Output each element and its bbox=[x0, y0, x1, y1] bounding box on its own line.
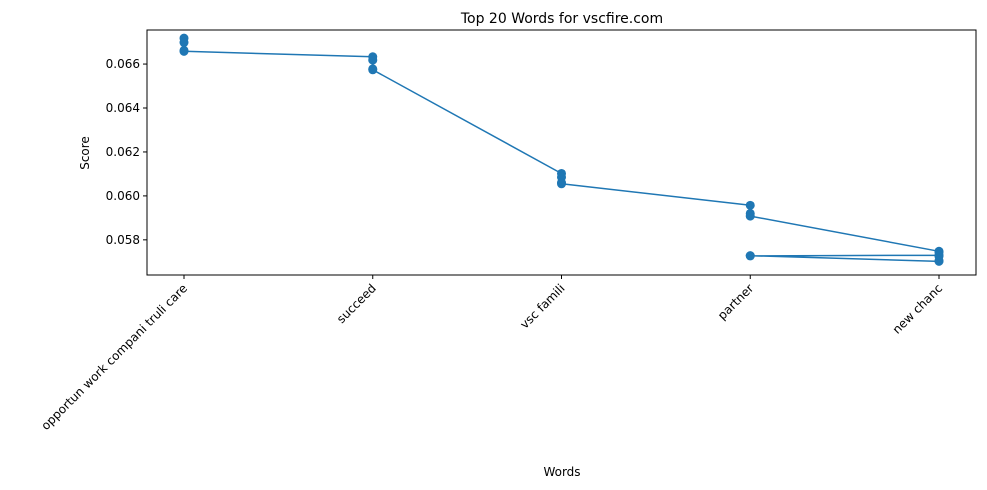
data-point bbox=[745, 251, 755, 261]
data-point bbox=[557, 179, 566, 189]
data-point bbox=[368, 55, 378, 65]
data-point bbox=[179, 46, 189, 56]
data-point bbox=[934, 256, 944, 266]
data-point bbox=[745, 200, 755, 210]
x-tick-label: new chanc bbox=[890, 281, 945, 336]
y-axis: 0.058 0.060 0.062 0.064 0.066 bbox=[106, 57, 147, 247]
x-tick-label: partner bbox=[715, 281, 756, 322]
data-point bbox=[368, 65, 378, 75]
x-axis: opportun work compani truli care succeed v… bbox=[38, 275, 945, 433]
x-tick-label: vsc famili bbox=[517, 281, 567, 331]
y-tick-label: 0.064 bbox=[106, 101, 140, 115]
y-axis-label: Score bbox=[78, 136, 92, 170]
y-tick-label: 0.058 bbox=[106, 233, 140, 247]
data-point bbox=[745, 211, 755, 221]
x-tick-label: succeed bbox=[334, 281, 379, 326]
series bbox=[179, 33, 944, 266]
y-tick-label: 0.066 bbox=[106, 57, 140, 71]
plot-area bbox=[146, 29, 977, 276]
x-axis-label: Words bbox=[543, 465, 580, 479]
data-point bbox=[934, 250, 944, 260]
chart-title: Top 20 Words for vscfire.com bbox=[460, 11, 663, 27]
x-tick-label: opportun work compani truli care bbox=[38, 281, 190, 433]
y-tick-label: 0.062 bbox=[106, 145, 140, 159]
y-tick-label: 0.060 bbox=[106, 189, 140, 203]
data-point bbox=[179, 38, 189, 48]
